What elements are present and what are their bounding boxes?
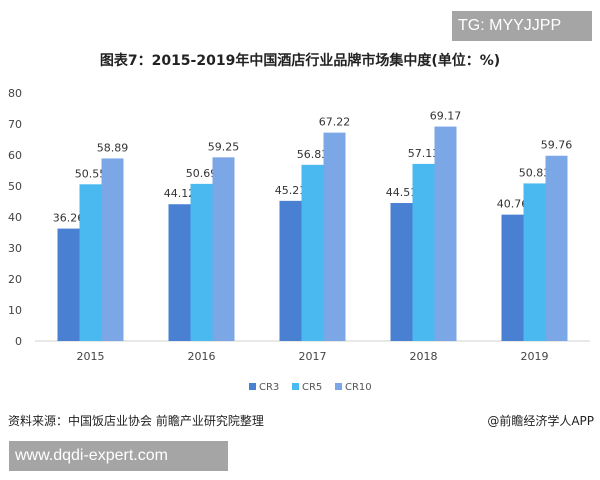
legend-label-cr3: CR3 [259, 382, 279, 393]
y-tick-label: 80 [8, 87, 22, 100]
bar-cr5-2016 [190, 183, 213, 341]
bar-cr5-2017 [301, 164, 324, 341]
data-label: 50.69 [186, 167, 218, 180]
data-label: 57.13 [408, 147, 440, 160]
source-note: 资料来源：中国饭店业协会 前瞻产业研究院整理 [8, 414, 264, 428]
legend-label-cr5: CR5 [302, 382, 322, 393]
x-tick-label: 2017 [299, 350, 327, 363]
x-tick-label: 2018 [410, 350, 438, 363]
data-label: 40.76 [497, 198, 529, 211]
bar-cr10-2015 [101, 158, 124, 341]
y-tick-label: 20 [8, 273, 22, 286]
y-tick-label: 0 [15, 335, 22, 348]
legend-swatch-cr10 [335, 383, 342, 390]
data-label: 69.17 [430, 110, 462, 123]
y-tick-label: 30 [8, 242, 22, 255]
data-label: 58.89 [97, 141, 129, 154]
bar-cr3-2016 [168, 204, 191, 341]
bar-cr10-2018 [434, 126, 457, 341]
chart-title: 图表7：2015-2019年中国酒店行业品牌市场集中度(单位：%) [99, 53, 501, 69]
data-label: 44.12 [164, 187, 196, 200]
y-tick-label: 10 [8, 304, 22, 317]
data-label: 44.51 [386, 186, 418, 199]
data-label: 56.83 [297, 148, 329, 161]
legend-swatch-cr3 [249, 383, 256, 390]
bar-cr10-2019 [545, 155, 568, 341]
data-label: 59.25 [208, 140, 240, 153]
bar-cr5-2018 [412, 163, 435, 341]
data-label: 59.76 [541, 139, 573, 152]
bar-cr5-2015 [79, 184, 102, 341]
bar-cr3-2019 [501, 214, 524, 341]
legend-label-cr10: CR10 [345, 382, 372, 393]
brand-credit: @前瞻经济学人APP [487, 414, 594, 428]
y-tick-label: 60 [8, 149, 22, 162]
bar-cr3-2017 [279, 200, 302, 341]
y-tick-label: 70 [8, 118, 22, 131]
y-tick-label: 50 [8, 180, 22, 193]
data-label: 67.22 [319, 116, 351, 129]
watermark-url: www.dqdi-expert.com [9, 441, 228, 471]
x-tick-label: 2019 [521, 350, 549, 363]
data-label: 36.26 [53, 212, 85, 225]
data-label: 50.55 [75, 167, 107, 180]
bar-cr3-2018 [390, 203, 413, 341]
watermark-tg: TG: MYYJJPP [452, 11, 592, 41]
bar-cr10-2017 [323, 132, 346, 341]
legend-swatch-cr5 [292, 383, 299, 390]
y-tick-label: 40 [8, 211, 22, 224]
x-tick-label: 2015 [77, 350, 105, 363]
data-label: 50.83 [519, 166, 551, 179]
bar-cr3-2015 [57, 228, 80, 341]
data-label: 45.21 [275, 184, 307, 197]
bar-cr5-2019 [523, 183, 546, 341]
x-tick-label: 2016 [188, 350, 216, 363]
bar-cr10-2016 [212, 157, 235, 341]
